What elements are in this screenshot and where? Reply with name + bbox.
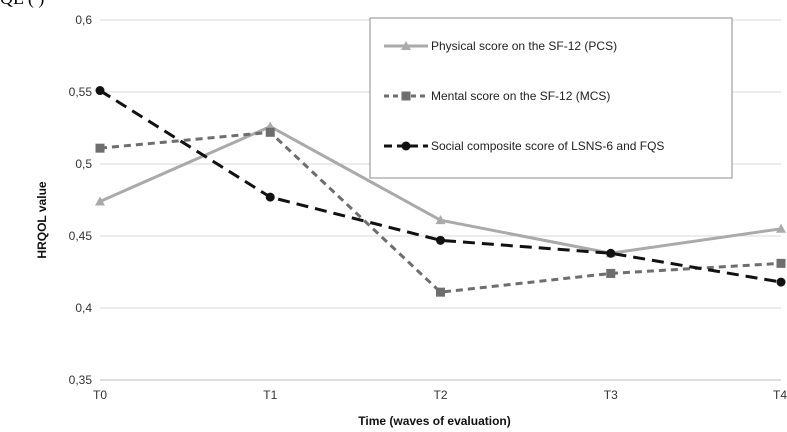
y-tick-label: 0,6 (75, 13, 92, 27)
legend-item: Physical score on the SF-12 (PCS) (384, 39, 617, 53)
data-point (776, 258, 786, 268)
y-axis-title: HRQOL value (35, 181, 49, 258)
data-point (436, 235, 445, 245)
data-point (776, 223, 786, 233)
y-tick-label: 0,45 (69, 229, 93, 243)
x-tick-label: T1 (263, 388, 277, 402)
legend-item: Social composite score of LSNS-6 and FQS (384, 139, 664, 153)
cropped-top-text: QL ( ) (0, 0, 200, 8)
y-tick-labels: 0,35 0,4 0,45 0,5 0,55 0,6 (69, 13, 93, 387)
y-tick-label: 0,55 (69, 85, 93, 99)
x-tick-label: T2 (433, 388, 447, 402)
series-2 (95, 127, 786, 297)
series-line (99, 89, 782, 284)
legend-label: Physical score on the SF-12 (PCS) (431, 39, 617, 53)
data-point (95, 143, 105, 153)
legend-item: Mental score on the SF-12 (MCS) (384, 89, 610, 103)
series-3 (95, 86, 786, 287)
legend-marker (401, 141, 411, 151)
x-axis-title: Time (waves of evaluation) (358, 414, 511, 428)
legend-marker (401, 91, 411, 101)
series-line (99, 130, 782, 294)
y-tick-label: 0,35 (69, 373, 93, 387)
legend-label: Mental score on the SF-12 (MCS) (431, 89, 610, 103)
x-tick-label: T4 (773, 388, 787, 402)
y-tick-label: 0,5 (75, 157, 92, 171)
x-tick-labels: T0 T1 T2 T3 T4 (93, 388, 787, 402)
data-point (95, 196, 105, 206)
data-point (436, 287, 445, 297)
x-tick-label: T0 (93, 388, 107, 402)
legend: Physical score on the SF-12 (PCS) Mental … (369, 17, 733, 179)
data-point (435, 215, 446, 225)
data-point (606, 248, 616, 258)
legend-marker (401, 41, 411, 50)
legend-box (369, 17, 733, 179)
x-tick-label: T3 (604, 388, 618, 402)
data-point (776, 277, 786, 287)
legend-label: Social composite score of LSNS-6 and FQS (431, 139, 664, 153)
data-point (606, 268, 616, 278)
data-point (95, 86, 105, 96)
series-layer (95, 86, 786, 297)
data-point (265, 127, 275, 137)
data-point (265, 192, 275, 202)
y-tick-label: 0,4 (75, 301, 92, 315)
